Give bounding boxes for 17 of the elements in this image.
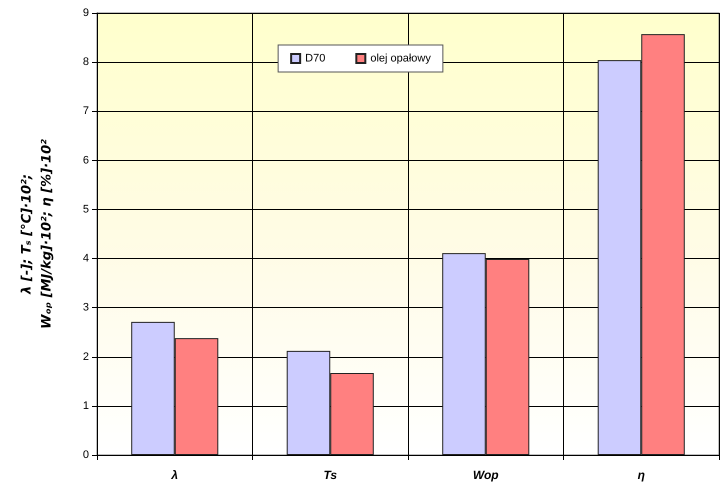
x-tick-label: Ts — [323, 468, 338, 482]
x-tick-label: η — [638, 468, 645, 482]
y-tick-label: 1 — [82, 400, 89, 412]
x-tick-label: λ — [170, 468, 178, 482]
y-tick-label: 9 — [82, 7, 89, 19]
legend-label: olej opałowy — [370, 52, 432, 64]
y-tick-label: 5 — [82, 203, 89, 216]
y-tick-label: 0 — [82, 449, 89, 461]
x-tick-label: Wop — [472, 468, 499, 482]
y-tick-label: 3 — [82, 302, 89, 314]
y-tick-label: 8 — [82, 56, 89, 68]
y-tick-label: 7 — [82, 105, 89, 118]
y-tick-label: 2 — [82, 350, 89, 363]
y-axis-title: λ [-]; Tₛ [°C]·10²; Wₒₚ [MJ/kg]·10²; η [%]·10² — [20, 138, 54, 329]
y-tick-label: 6 — [82, 154, 89, 166]
y-tick-label: 4 — [82, 252, 89, 265]
legend-label: D70 — [305, 52, 326, 64]
